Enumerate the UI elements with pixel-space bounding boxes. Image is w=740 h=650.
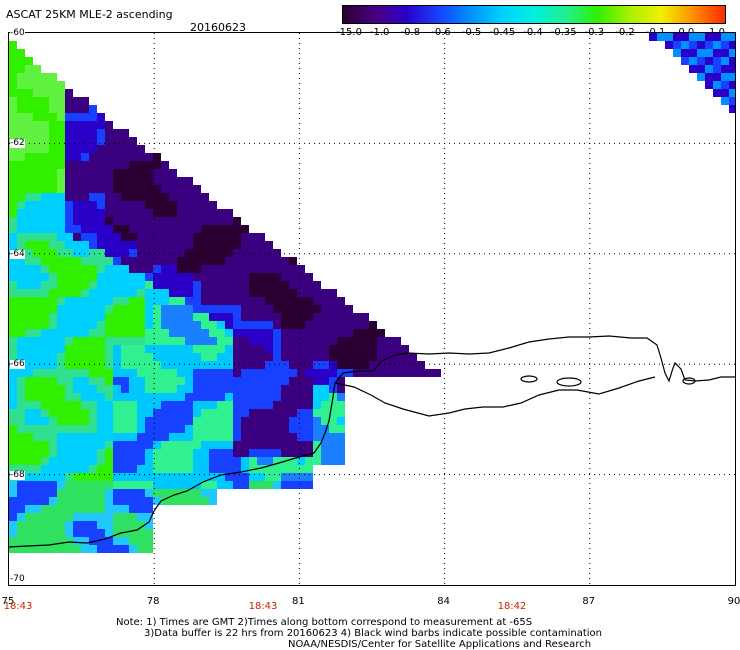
coastline-path (334, 376, 656, 417)
island-outline (556, 377, 582, 387)
longitude-tick-label: 78 (146, 596, 160, 607)
longitude-tick-label: 84 (437, 596, 450, 607)
graticule (9, 33, 735, 585)
latitude-tick-label: -66 (10, 359, 25, 370)
map-panel: -60 -62 -64 -66 -68 -70 (8, 28, 736, 586)
coastline-path (9, 335, 735, 548)
latitude-tick-label: -62 (10, 138, 25, 149)
map-canvas (9, 33, 735, 585)
footer-credit: NOAA/NESDIS/Center for Satellite Applica… (288, 639, 592, 650)
island-outline (520, 375, 538, 383)
latitude-tick-label: -60 (10, 28, 25, 38)
colorbar (342, 5, 726, 24)
antarctic-coastline (9, 335, 735, 548)
backscatter-pixels (9, 33, 735, 553)
longitude-tick-label: 81 (292, 596, 305, 607)
longitude-tick-label: 75 (1, 596, 15, 607)
pass-time-label: 18:43 (248, 601, 278, 612)
latitude-tick-label: -68 (10, 469, 25, 480)
map-date: 20160623 (190, 21, 246, 34)
latitude-tick-label: -70 (10, 574, 25, 584)
longitude-tick-label: 87 (582, 596, 596, 607)
latitude-tick-label: -64 (10, 248, 25, 259)
island-outline (682, 377, 696, 385)
pass-time-label: 18:43 (3, 601, 33, 612)
footer-note-2: 3)Data buffer is 22 hrs from 20160623 4)… (144, 628, 602, 639)
pass-time-label: 18:42 (497, 601, 527, 612)
map-title: ASCAT 25KM MLE-2 ascending (6, 8, 173, 21)
footer-note-1: Note: 1) Times are GMT 2)Times along bot… (116, 617, 533, 628)
longitude-tick-label: 90 (727, 596, 740, 607)
